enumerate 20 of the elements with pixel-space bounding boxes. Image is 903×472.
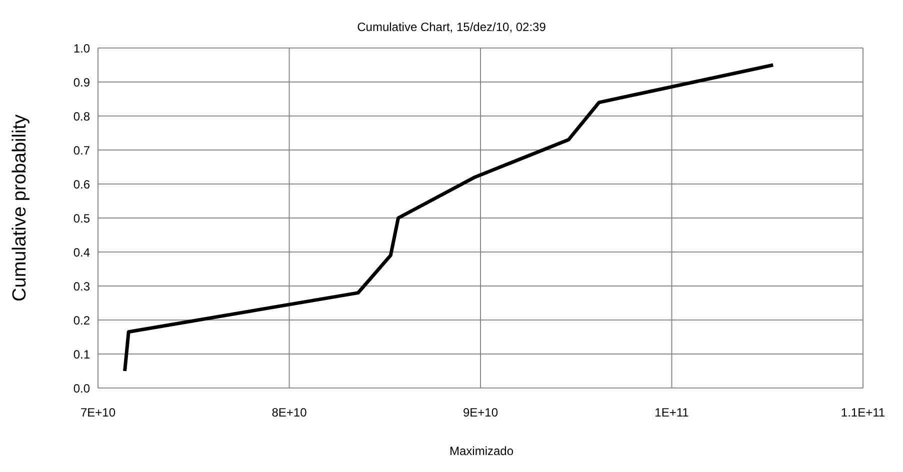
y-tick-label: 0.8 <box>73 109 90 124</box>
x-axis-title: Maximizado <box>448 444 515 458</box>
y-tick-label: 1.0 <box>73 41 90 56</box>
y-tick-label: 0.0 <box>73 381 90 396</box>
y-tick-label: 0.1 <box>73 347 90 362</box>
line-series <box>123 63 775 373</box>
x-tick-label: 8E+10 <box>272 406 308 420</box>
y-axis-title: Cumulative probability <box>9 114 31 302</box>
x-tick-label: 9E+10 <box>462 406 498 420</box>
y-tick-label: 0.9 <box>73 75 90 90</box>
chart-title: Cumulative Chart, 15/dez/10, 02:39 <box>356 20 547 34</box>
y-tick-label: 0.2 <box>73 313 90 328</box>
x-tick-label: 7E+10 <box>80 406 116 420</box>
y-tick-label: 0.5 <box>73 211 90 226</box>
y-tick-label: 0.4 <box>73 245 90 260</box>
x-tick-label: 1.1E+11 <box>840 406 886 420</box>
y-tick-label: 0.6 <box>73 177 90 192</box>
y-tick-label: 0.7 <box>73 143 90 158</box>
x-tick-label: 1E+11 <box>654 406 690 420</box>
y-tick-label: 0.3 <box>73 279 90 294</box>
